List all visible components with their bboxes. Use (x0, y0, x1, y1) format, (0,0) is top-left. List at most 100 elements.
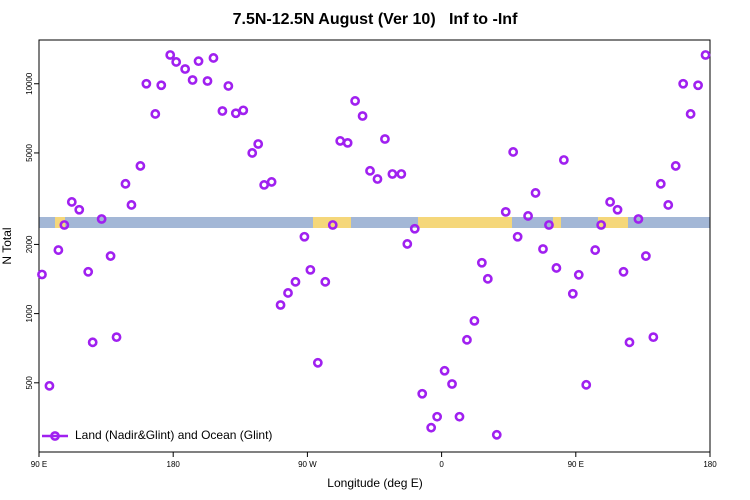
x-tick-label: 90 E (568, 460, 584, 469)
data-point (469, 315, 480, 326)
data-point (618, 266, 629, 277)
data-point (335, 136, 346, 146)
data-point (523, 211, 533, 221)
data-point (590, 245, 601, 255)
data-point (500, 207, 511, 217)
data-point (96, 214, 107, 224)
data-point (320, 276, 331, 287)
data-point (612, 204, 623, 215)
data-point (372, 174, 383, 184)
data-point (678, 78, 689, 89)
data-point (655, 178, 666, 189)
data-point (551, 263, 562, 273)
data-point (223, 81, 234, 91)
data-point (426, 422, 437, 433)
data-point (530, 188, 541, 198)
map-band (39, 217, 710, 228)
data-point (633, 214, 644, 224)
data-point (156, 80, 167, 91)
data-point (150, 109, 161, 119)
data-point (217, 106, 228, 116)
data-point (417, 388, 428, 399)
x-tick-label: 180 (703, 460, 717, 469)
data-point (482, 273, 493, 284)
data-point (180, 64, 191, 74)
data-point (685, 109, 696, 119)
data-point (266, 177, 277, 187)
data-point (135, 161, 146, 171)
data-point (624, 337, 635, 348)
data-point (238, 105, 249, 116)
x-tick-label: 90 E (31, 460, 47, 469)
data-point (305, 264, 316, 275)
data-point (409, 223, 420, 234)
data-point (83, 266, 94, 277)
data-point (187, 75, 198, 85)
y-tick-label: 1000 (25, 304, 34, 322)
data-point (230, 108, 241, 119)
x-tick-label: 0 (439, 460, 444, 469)
data-point (544, 220, 554, 230)
x-axis-label: Longitude (deg E) (327, 476, 422, 490)
x-tick-label: 90 W (298, 460, 317, 469)
data-point (87, 337, 98, 348)
y-tick-label: 2000 (25, 235, 34, 253)
data-point (208, 53, 219, 63)
x-tick-label: 180 (167, 460, 181, 469)
y-tick-label: 500 (25, 376, 34, 390)
data-point (259, 180, 270, 190)
data-point (538, 244, 548, 254)
data-point (247, 148, 258, 158)
data-point (432, 411, 443, 422)
data-point (283, 288, 293, 298)
plot-frame (38, 39, 711, 453)
data-point (396, 169, 407, 179)
data-point (387, 169, 398, 179)
data-point (648, 332, 659, 343)
data-point (447, 379, 457, 389)
data-point (111, 332, 122, 343)
data-point (193, 56, 204, 67)
data-point (120, 178, 131, 189)
chart-title: 7.5N-12.5N August (Ver 10) Inf to -Inf (233, 11, 518, 28)
data-point (105, 251, 116, 261)
data-point (126, 200, 137, 210)
data-point (53, 245, 64, 255)
data-point (59, 220, 70, 230)
data-point (663, 200, 674, 210)
data-point (350, 96, 361, 106)
y-axis-label: N Total (0, 227, 14, 264)
data-point (290, 276, 301, 287)
data-point (66, 197, 77, 207)
data-point (402, 239, 413, 249)
data-point (275, 300, 286, 310)
data-point (74, 204, 85, 215)
data-point (439, 365, 450, 376)
data-point (342, 137, 353, 148)
legend-marker (50, 431, 60, 441)
data-point (605, 197, 615, 207)
data-point (640, 251, 651, 261)
data-point (476, 257, 487, 268)
data-point (512, 231, 523, 242)
data-point (462, 334, 472, 345)
data-point (299, 231, 310, 242)
data-point (202, 76, 213, 86)
data-point (365, 165, 375, 176)
legend-label: Land (Nadir&Glint) and Ocean (Glint) (75, 428, 272, 442)
data-point (558, 155, 569, 165)
data-point (253, 139, 264, 149)
data-point (567, 288, 578, 299)
data-point (693, 80, 703, 91)
data-point (44, 380, 55, 391)
data-point (312, 357, 323, 368)
data-point (596, 220, 607, 230)
data-point (327, 220, 338, 230)
data-point (37, 269, 47, 280)
data-point (573, 269, 584, 280)
data-point (491, 429, 502, 440)
data-point (670, 161, 681, 171)
y-tick-label: 5000 (25, 143, 34, 161)
y-tick-label: 10000 (25, 72, 34, 95)
